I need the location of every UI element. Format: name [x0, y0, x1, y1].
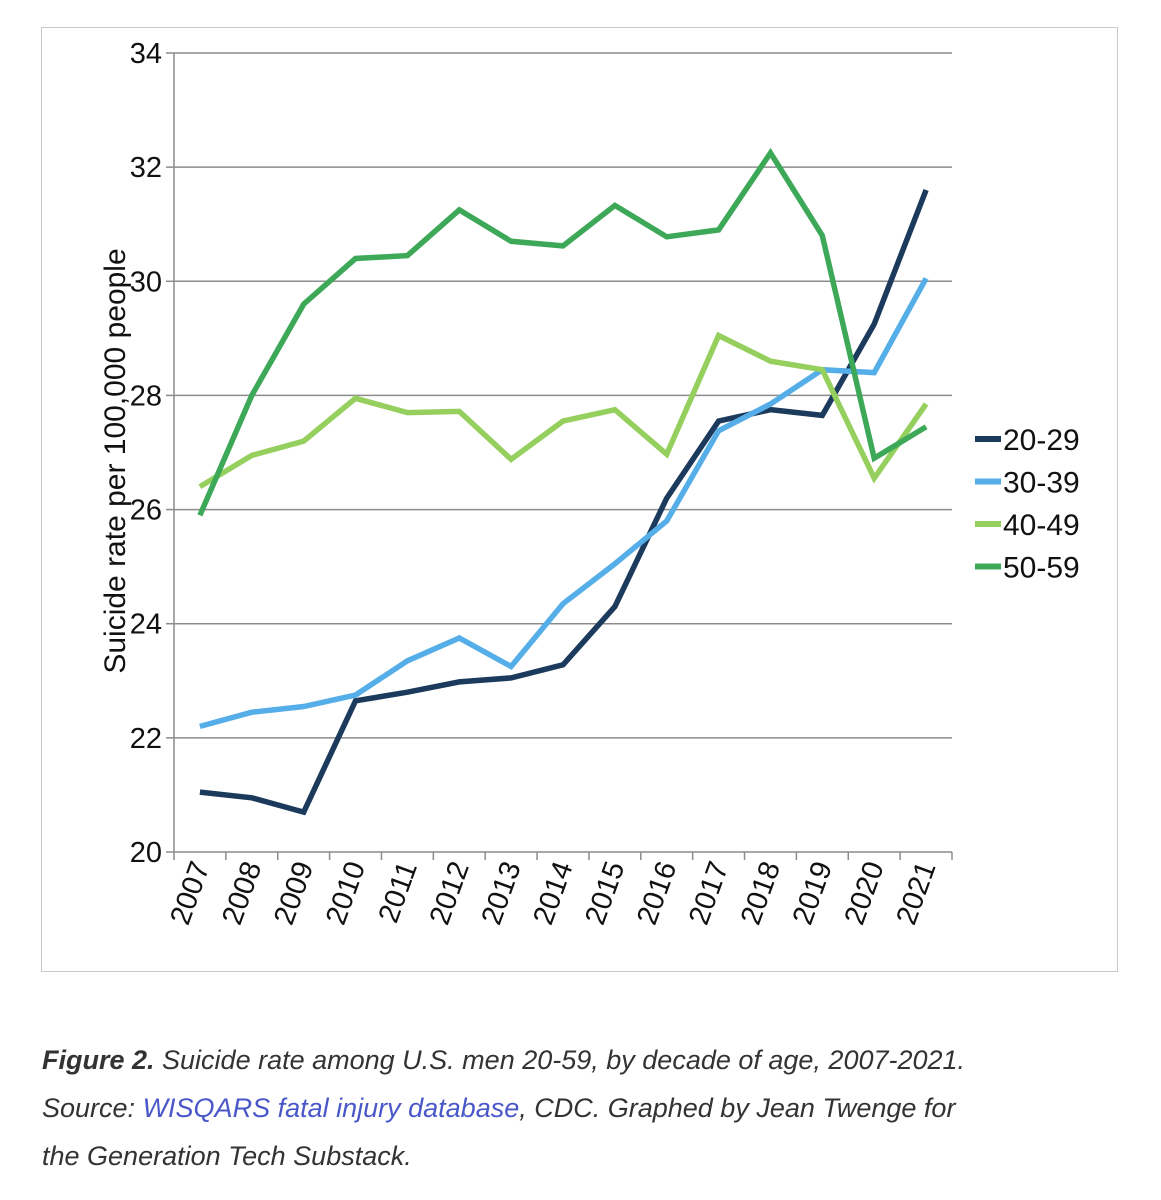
gridlines — [174, 52, 952, 739]
series-lines — [197, 147, 929, 816]
y-tick-label: 26 — [130, 495, 162, 527]
series-line-40-49 — [198, 331, 929, 490]
y-tick-label: 32 — [130, 152, 162, 184]
x-tick-label: 2008 — [216, 857, 268, 929]
y-tick-label: 28 — [130, 380, 162, 412]
source-rest: , CDC. Graphed by Jean Twenge for — [519, 1093, 956, 1123]
legend-label-20-29: 20-29 — [1003, 424, 1080, 457]
x-tick-label: 2014 — [527, 857, 579, 929]
source-label: Source: — [42, 1093, 143, 1123]
series-line-20-29 — [199, 189, 929, 816]
series-line-30-39 — [199, 277, 929, 730]
series-line-50-59 — [197, 147, 928, 517]
y-tick-label: 34 — [130, 38, 162, 70]
x-tick-label: 2019 — [787, 857, 839, 929]
x-tick-label: 2018 — [735, 857, 787, 929]
x-tick-label: 2012 — [424, 857, 476, 929]
y-axis-label: Suicide rate per 100,000 people — [99, 248, 132, 673]
y-tick-label: 20 — [130, 837, 162, 869]
x-tick-label: 2015 — [579, 857, 631, 929]
legend-label-30-39: 30-39 — [1003, 467, 1080, 500]
x-tick-label: 2021 — [891, 857, 943, 929]
caption-line-2: Source: WISQARS fatal injury database, C… — [42, 1084, 1132, 1132]
x-tick-label: 2020 — [839, 857, 891, 929]
figure-caption: Figure 2. Suicide rate among U.S. men 20… — [42, 1036, 1132, 1180]
x-tick-label: 2017 — [683, 857, 735, 929]
chart-frame: 20 22 24 26 28 30 32 34 2007 2008 2009 2010 2011 201… — [41, 27, 1118, 972]
caption-line-3: the Generation Tech Substack. — [42, 1141, 412, 1171]
source-link[interactable]: WISQARS fatal injury database — [142, 1093, 520, 1123]
x-tick-labels: 2007 2008 2009 2010 2011 2012 2013 2014 2015 2016… — [164, 857, 942, 929]
y-tick-label: 22 — [130, 723, 162, 755]
axes — [166, 52, 953, 860]
y-tick-labels: 20 22 24 26 28 30 32 34 — [130, 38, 162, 869]
legend-label-40-49: 40-49 — [1003, 509, 1080, 542]
x-tick-label: 2010 — [320, 857, 372, 929]
caption-text: Suicide rate among U.S. men 20-59, by de… — [154, 1045, 966, 1075]
x-tick-label: 2011 — [373, 857, 424, 927]
caption-line-1: Figure 2. Suicide rate among U.S. men 20… — [42, 1036, 1132, 1084]
legend: 20-29 30-39 40-49 50-59 — [975, 424, 1080, 585]
x-tick-label: 2007 — [164, 857, 216, 929]
y-tick-label: 24 — [130, 609, 162, 641]
x-tick-label: 2016 — [631, 857, 683, 929]
figure-label: Figure 2. — [42, 1045, 155, 1075]
y-tick-label: 30 — [130, 266, 162, 298]
x-tick-label: 2013 — [476, 857, 528, 929]
legend-label-50-59: 50-59 — [1003, 552, 1080, 585]
x-tick-label: 2009 — [268, 857, 320, 929]
